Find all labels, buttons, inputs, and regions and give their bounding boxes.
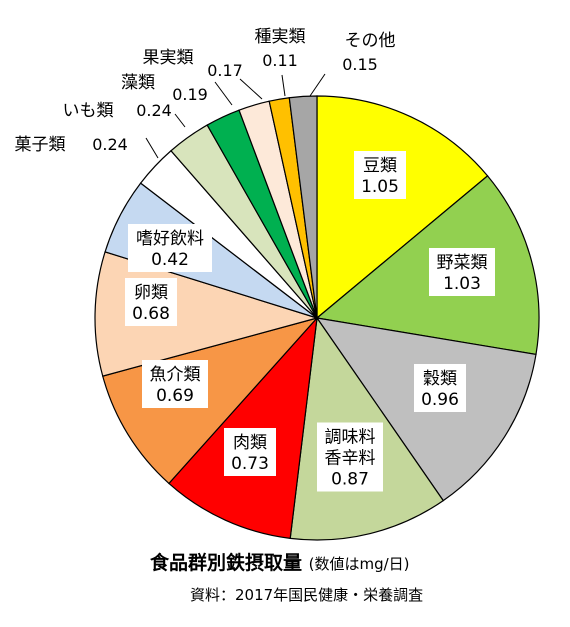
slice-name-果実類: 果実類	[143, 48, 194, 68]
leader-line	[239, 78, 263, 100]
slice-name: 調味料	[325, 428, 376, 448]
slice-value: 0.69	[156, 386, 194, 406]
slice-name-その他: その他	[345, 31, 396, 51]
label-box	[354, 151, 406, 199]
slice-name: 肉類	[233, 433, 267, 453]
slice-value-菓子類: 0.24	[92, 135, 128, 154]
slice-name: 卵類	[134, 283, 168, 303]
chart-source: 資料：2017年国民健康・栄養調査	[190, 586, 424, 604]
slice-name: 香辛料	[325, 449, 376, 469]
slice-name-種実類: 種実類	[255, 27, 306, 47]
slice-value: 0.73	[231, 454, 269, 474]
label-box	[429, 248, 495, 296]
slice-value: 1.05	[361, 177, 399, 197]
pie-slice-その他	[288, 95, 318, 319]
slice-value-種実類: 0.11	[262, 51, 298, 70]
leader-line	[281, 74, 286, 97]
slice-name: 豆類	[363, 156, 397, 176]
leader-line	[214, 81, 233, 106]
slice-name: 嗜好飲料	[136, 229, 204, 249]
label-box	[125, 278, 177, 326]
label-box	[414, 364, 466, 412]
slice-name-いも類: いも類	[63, 101, 114, 121]
slice-value-藻類: 0.19	[172, 85, 208, 104]
slice-name: 野菜類	[437, 253, 488, 273]
slice-label-穀類: 穀類0.96	[414, 364, 466, 412]
label-box	[128, 224, 212, 272]
pie-slice-野菜類	[315, 175, 540, 356]
chart-unit: (数値はmg/日)	[308, 555, 410, 573]
chart-title-text: 食品群別鉄摂取量	[150, 552, 303, 574]
slice-label-豆類: 豆類1.05	[354, 151, 406, 199]
slice-value: 0.96	[421, 390, 459, 410]
pie-slice-魚介類	[102, 316, 319, 485]
slice-name-藻類: 藻類	[121, 73, 155, 93]
leader-line	[145, 137, 159, 159]
slice-value-いも類: 0.24	[136, 101, 172, 120]
slice-label-卵類: 卵類0.68	[125, 278, 177, 326]
label-box	[142, 360, 208, 408]
slice-value-その他: 0.15	[342, 55, 378, 74]
slice-value: 0.87	[331, 470, 369, 490]
slice-label-肉類: 肉類0.73	[224, 428, 276, 476]
leader-line	[309, 73, 326, 97]
slice-name: 魚介類	[150, 365, 201, 385]
chart-title: 食品群別鉄摂取量 (数値はmg/日)	[150, 548, 410, 575]
slice-name-菓子類: 菓子類	[15, 135, 66, 155]
label-box	[317, 422, 383, 492]
slice-value-果実類: 0.17	[207, 61, 243, 80]
slice-value: 1.03	[443, 274, 481, 294]
slice-value: 0.68	[132, 304, 170, 324]
leader-line	[174, 113, 186, 128]
slice-name: 穀類	[423, 369, 457, 389]
slice-value: 0.42	[151, 250, 189, 270]
label-box	[224, 428, 276, 476]
